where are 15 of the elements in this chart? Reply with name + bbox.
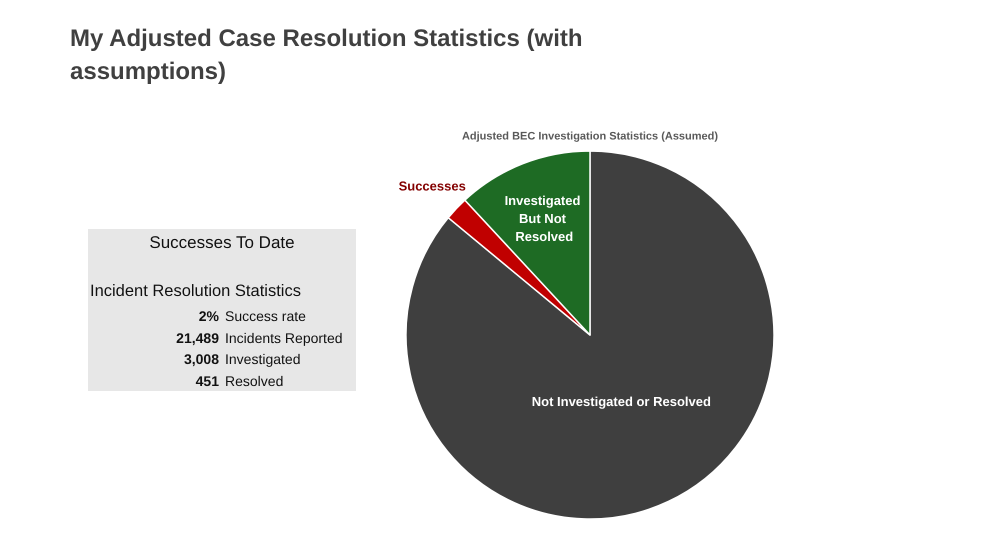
text: Successes To Date [149, 233, 295, 252]
text: 451 [196, 373, 219, 390]
text: Incident Resolution Statistics [90, 282, 301, 300]
chart-title: Adjusted BEC Investigation Statistics (Assumed) [462, 130, 718, 142]
slice-label: Investigated But Not Resolved [504, 193, 584, 244]
slice-label: Not Investigated or Resolved [532, 394, 711, 410]
slice-label: Successes [398, 178, 466, 194]
category-label: Investigated [225, 350, 300, 370]
category-label: Incidents Reported [225, 328, 343, 348]
text: 2% [198, 308, 219, 324]
text: 3,008 [184, 351, 219, 368]
text: 21,489 [176, 330, 219, 346]
category-label: Success rate [225, 307, 306, 326]
category-label: Resolved [225, 372, 284, 392]
text: My Adjusted Case Resolution Statistics (with assumptions) [70, 24, 584, 87]
